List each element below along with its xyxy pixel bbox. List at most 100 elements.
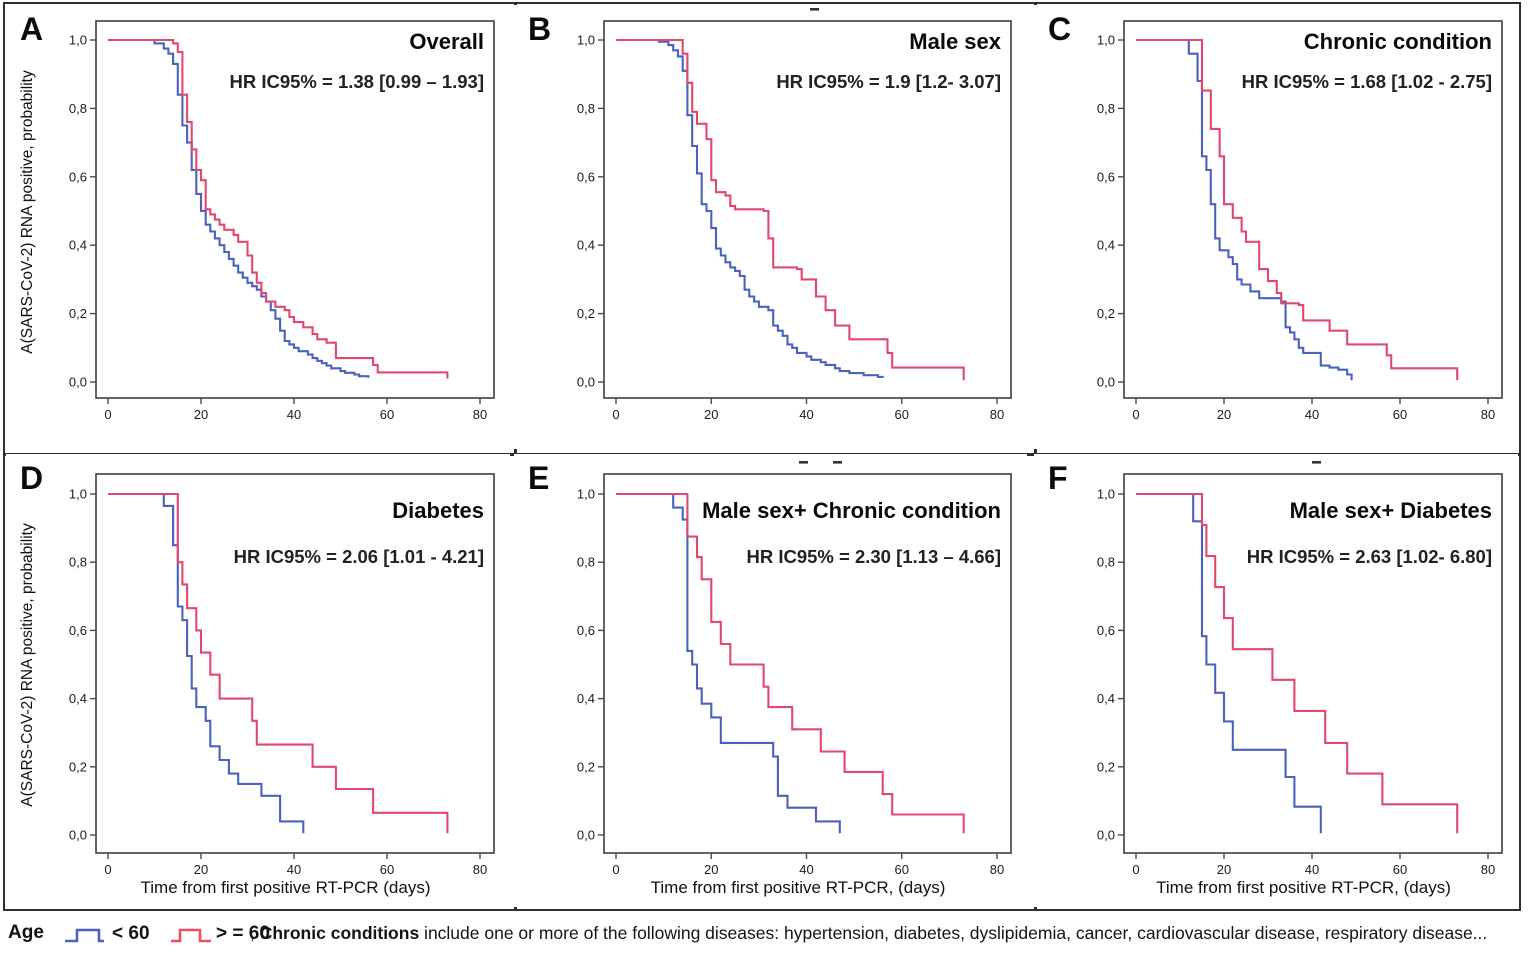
stray-tick-mark [799, 461, 808, 464]
hazard-ratio-text: HR IC95% = 2.63 [1.02- 6.80] [1246, 546, 1492, 567]
km-plot-svg: 0,0 0,2 0,4 0,6 0,8 1,0 0 20 40 60 80 [69, 20, 495, 422]
x-tick-label: 0 [104, 407, 111, 422]
km-curve-age-under-60 [108, 492, 305, 834]
x-tick-label: 80 [1481, 407, 1495, 422]
x-tick-label: 20 [1217, 407, 1231, 422]
x-tick-label: 60 [895, 407, 909, 422]
y-tick-label: 0,6 [1097, 623, 1115, 638]
km-plot-svg: 0,0 0,2 0,4 0,6 0,8 1,0 0 20 40 60 80 [577, 8, 1012, 422]
km-plot: 0,0 0,2 0,4 0,6 0,8 1,0 0 20 40 60 80 [514, 454, 1027, 907]
km-plot-svg: 0,0 0,2 0,4 0,6 0,8 1,0 0 20 40 60 80 [577, 461, 1012, 877]
y-tick-label: 0,4 [1097, 238, 1115, 253]
y-tick-label: 0,0 [577, 375, 595, 390]
x-tick-label: 0 [612, 407, 619, 422]
x-tick-label: 60 [1393, 407, 1407, 422]
blue-step-line-icon [65, 928, 104, 943]
plot-frame [95, 473, 495, 854]
y-tick-label: 0,6 [577, 623, 595, 638]
km-plot: 0,0 0,2 0,4 0,6 0,8 1,0 0 20 40 60 80 [6, 454, 510, 907]
panel-letter: A [20, 11, 45, 47]
hazard-ratio-text: HR IC95% = 1.9 [1.2- 3.07] [776, 71, 1001, 92]
y-tick-label: 0,0 [1097, 828, 1115, 843]
km-plot-svg: 0,0 0,2 0,4 0,6 0,8 1,0 0 20 40 60 80 [1097, 461, 1503, 877]
km-plot: 0,0 0,2 0,4 0,6 0,8 1,0 0 20 40 60 80 [1034, 5, 1518, 449]
y-tick-label: 0,2 [1097, 759, 1115, 774]
x-tick-label: 40 [1305, 862, 1319, 877]
km-plot-svg: 0,0 0,2 0,4 0,6 0,8 1,0 0 20 40 60 80 [69, 473, 495, 877]
km-plot-svg: 0,0 0,2 0,4 0,6 0,8 1,0 0 20 40 60 80 [1097, 20, 1503, 422]
stray-tick-mark [833, 461, 842, 464]
y-tick-label: 0,8 [577, 101, 595, 116]
y-tick-label: 0,2 [69, 306, 87, 321]
y-tick-label: 0,6 [577, 169, 595, 184]
y-tick-label: 0,8 [69, 101, 87, 116]
panel-letter: F [1048, 460, 1069, 496]
y-tick-label: 0,0 [577, 828, 595, 843]
panel-e-male-chronic: 0,0 0,2 0,4 0,6 0,8 1,0 0 20 40 60 80 E Male sex+ … [514, 454, 1027, 907]
km-plot: 0,0 0,2 0,4 0,6 0,8 1,0 0 20 40 60 80 [514, 5, 1027, 449]
panel-letter: E [528, 460, 551, 496]
x-tick-label: 80 [1481, 862, 1495, 877]
x-tick-label: 60 [380, 862, 394, 877]
x-tick-label: 40 [1305, 407, 1319, 422]
y-tick-label: 0,6 [1097, 169, 1115, 184]
y-tick-label: 1,0 [577, 487, 595, 502]
y-tick-label: 0,6 [69, 623, 87, 638]
y-tick-label: 0,4 [577, 238, 595, 253]
x-tick-label: 60 [380, 407, 394, 422]
y-tick-label: 0,4 [1097, 691, 1115, 706]
km-curve-age-60-plus [108, 492, 449, 834]
note-bold: Chronic conditions [259, 923, 420, 943]
y-tick-label: 1,0 [1097, 487, 1115, 502]
plot-frame [603, 20, 1012, 399]
x-tick-label: 60 [1393, 862, 1407, 877]
hazard-ratio-text: HR IC95% = 1.38 [0.99 – 1.93] [229, 71, 484, 92]
y-tick-label: 0,4 [69, 691, 87, 706]
x-tick-label: 60 [895, 862, 909, 877]
x-tick-label: 20 [194, 862, 208, 877]
legend-under-60-label: < 60 [112, 923, 150, 944]
plot-frame [1123, 473, 1503, 854]
plot-frame [603, 473, 1012, 854]
y-tick-label: 0,8 [1097, 101, 1115, 116]
y-tick-label: 0,8 [1097, 555, 1115, 570]
km-curve-age-under-60 [616, 492, 841, 834]
panel-letter: C [1048, 11, 1073, 47]
km-curve-age-under-60 [616, 38, 884, 378]
panel-letter: B [528, 11, 553, 47]
panel-f-male-diabetes: 0,0 0,2 0,4 0,6 0,8 1,0 0 20 40 60 80 F Male sex+ … [1034, 454, 1518, 907]
x-tick-label: 80 [473, 407, 487, 422]
x-tick-label: 0 [104, 862, 111, 877]
km-curve-age-under-60 [1136, 38, 1353, 381]
x-tick-label: 0 [1132, 407, 1139, 422]
panel-letter: D [20, 460, 45, 496]
x-axis-title: Time from first positive RT-PCR, (days) [650, 878, 946, 897]
y-tick-label: 0,0 [1097, 375, 1115, 390]
km-curve-age-60-plus [108, 38, 449, 379]
panel-title: Overall [409, 29, 484, 54]
x-tick-label: 80 [473, 862, 487, 877]
x-axis-title: Time from first positive RT-PCR, (days) [1156, 878, 1451, 897]
plot-frame [95, 20, 495, 399]
panel-b-male-sex: 0,0 0,2 0,4 0,6 0,8 1,0 0 20 40 60 80 B Male sex H… [514, 5, 1027, 449]
y-axis-title: A(SARS-CoV-2) RNA positive, probability [19, 523, 36, 807]
y-tick-label: 1,0 [69, 487, 87, 502]
legend-60-plus-label: > = 60 [216, 923, 270, 944]
km-curve-age-60-plus [1136, 492, 1459, 834]
km-plot: 0,0 0,2 0,4 0,6 0,8 1,0 0 20 40 60 80 [6, 5, 510, 449]
x-tick-label: 20 [194, 407, 208, 422]
panel-title: Male sex+ Chronic condition [702, 498, 1001, 523]
x-tick-label: 20 [704, 407, 718, 422]
x-tick-label: 0 [612, 862, 619, 877]
hazard-ratio-text: HR IC95% = 2.06 [1.01 - 4.21] [233, 546, 484, 567]
x-tick-label: 40 [799, 407, 813, 422]
panel-title: Chronic condition [1303, 29, 1492, 54]
x-tick-label: 20 [1217, 862, 1231, 877]
panel-a-overall: 0,0 0,2 0,4 0,6 0,8 1,0 0 20 40 60 80 A Overall HR… [6, 5, 510, 449]
x-tick-label: 0 [1132, 862, 1139, 877]
y-tick-label: 1,0 [1097, 33, 1115, 48]
x-tick-label: 40 [287, 407, 301, 422]
note-rest: include one or more of the following dis… [419, 923, 1488, 943]
legend-age-label: Age [8, 922, 44, 943]
